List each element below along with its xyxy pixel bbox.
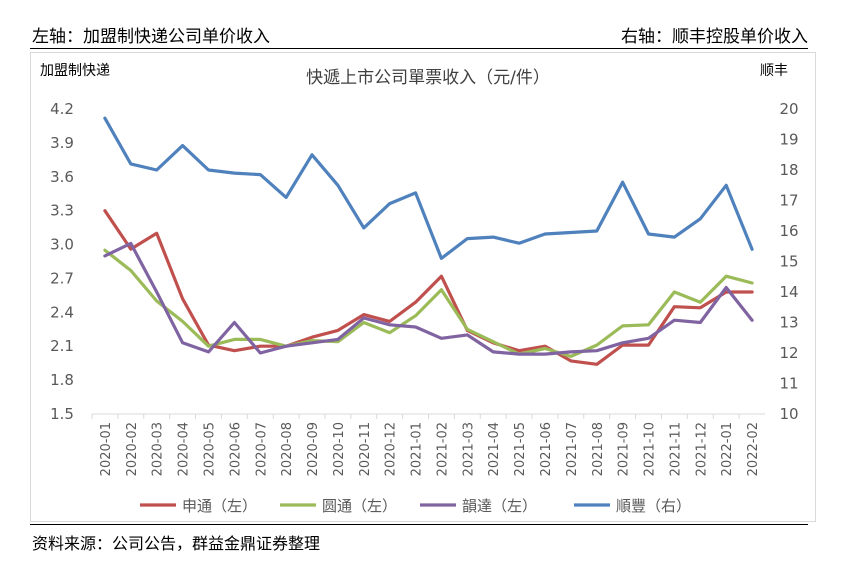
- right-tick-label: 17: [779, 192, 798, 210]
- x-tick-label: 2020-02: [125, 422, 140, 476]
- right-tick-label: 16: [779, 222, 798, 240]
- x-tick-label: 2020-01: [99, 422, 114, 476]
- right-tick-label: 18: [779, 161, 798, 179]
- left-tick-label: 3.0: [50, 236, 74, 254]
- left-axis-ticks: 1.5 1.8 2.1 2.4 2.7 3.0 3.3 3.6 3.9 4.2: [50, 100, 74, 423]
- chart-title: 快遞上市公司單票收入（元/件）: [306, 68, 550, 88]
- legend-label: 韻達（左）: [462, 497, 537, 515]
- x-tick-label: 2020-04: [177, 422, 192, 476]
- right-tick-label: 14: [779, 283, 798, 301]
- left-tick-label: 2.1: [50, 337, 74, 355]
- left-tick-label: 2.7: [50, 269, 74, 287]
- right-tick-label: 13: [779, 314, 798, 332]
- x-tick-label: 2021-09: [617, 422, 632, 476]
- source-note: 资料来源：公司公告，群益金鼎证券整理: [32, 534, 321, 553]
- header-left-axis-note: 左轴：加盟制快递公司单价收入: [32, 27, 270, 47]
- header-right-axis-note: 右轴：顺丰控股单价收入: [621, 27, 808, 47]
- x-tick-label: 2020-08: [280, 422, 295, 476]
- x-tick-label: 2020-05: [202, 422, 217, 476]
- top-divider: [30, 48, 808, 49]
- x-tick-label: 2021-11: [668, 422, 683, 476]
- x-axis-ticks: 2020-01 2020-02 2020-03 2020-04 2020-05 2020-…: [91, 414, 761, 476]
- x-tick-label: 2021-06: [539, 422, 554, 476]
- right-axis-ticks: 10 11 12 13 14 15 16 17 18 19 20: [779, 100, 798, 423]
- right-tick-label: 20: [779, 100, 798, 118]
- left-tick-label: 1.5: [50, 405, 74, 423]
- right-tick-label: 12: [779, 344, 798, 362]
- x-tick-label: 2022-02: [746, 422, 761, 476]
- x-tick-label: 2021-10: [643, 422, 658, 476]
- x-tick-label: 2021-05: [513, 422, 528, 476]
- right-tick-label: 15: [779, 253, 798, 271]
- series-line-2: [103, 241, 754, 356]
- x-tick-label: 2021-01: [410, 422, 425, 476]
- left-tick-label: 4.2: [50, 100, 74, 118]
- left-tick-label: 1.8: [50, 371, 74, 389]
- x-tick-label: 2020-07: [254, 422, 269, 476]
- x-tick-label: 2020-10: [332, 422, 347, 476]
- right-tick-label: 11: [779, 375, 798, 393]
- series-line-3: [103, 116, 754, 260]
- right-axis-label: 顺丰: [760, 63, 788, 79]
- right-tick-label: 10: [779, 405, 798, 423]
- series-line-1: [103, 248, 754, 358]
- x-tick-label: 2020-12: [384, 422, 399, 476]
- left-tick-label: 3.3: [50, 202, 74, 220]
- x-tick-label: 2021-12: [694, 422, 709, 476]
- x-tick-label: 2020-11: [358, 422, 373, 476]
- left-tick-label: 3.6: [50, 168, 74, 186]
- x-tick-label: 2020-09: [306, 422, 321, 476]
- series-lines: [103, 116, 754, 366]
- legend-label: 申通（左）: [182, 497, 257, 515]
- bottom-divider: [30, 524, 808, 525]
- legend: 申通（左） 圆通（左） 韻達（左） 順豐（右）: [140, 497, 691, 515]
- legend-label: 順豐（右）: [616, 497, 691, 515]
- x-tick-label: 2021-04: [487, 422, 502, 476]
- chart-frame: [30, 52, 816, 522]
- x-tick-label: 2020-03: [151, 422, 166, 476]
- left-tick-label: 3.9: [50, 134, 74, 152]
- right-tick-label: 19: [779, 131, 798, 149]
- legend-label: 圆通（左）: [322, 497, 397, 515]
- x-tick-label: 2021-07: [565, 422, 580, 476]
- left-axis-label: 加盟制快递: [40, 63, 110, 79]
- x-tick-label: 2021-08: [591, 422, 606, 476]
- x-tick-label: 2021-03: [461, 422, 476, 476]
- x-tick-label: 2020-06: [228, 422, 243, 476]
- x-tick-label: 2022-01: [720, 422, 735, 476]
- x-tick-label: 2021-02: [435, 422, 450, 476]
- left-tick-label: 2.4: [50, 303, 74, 321]
